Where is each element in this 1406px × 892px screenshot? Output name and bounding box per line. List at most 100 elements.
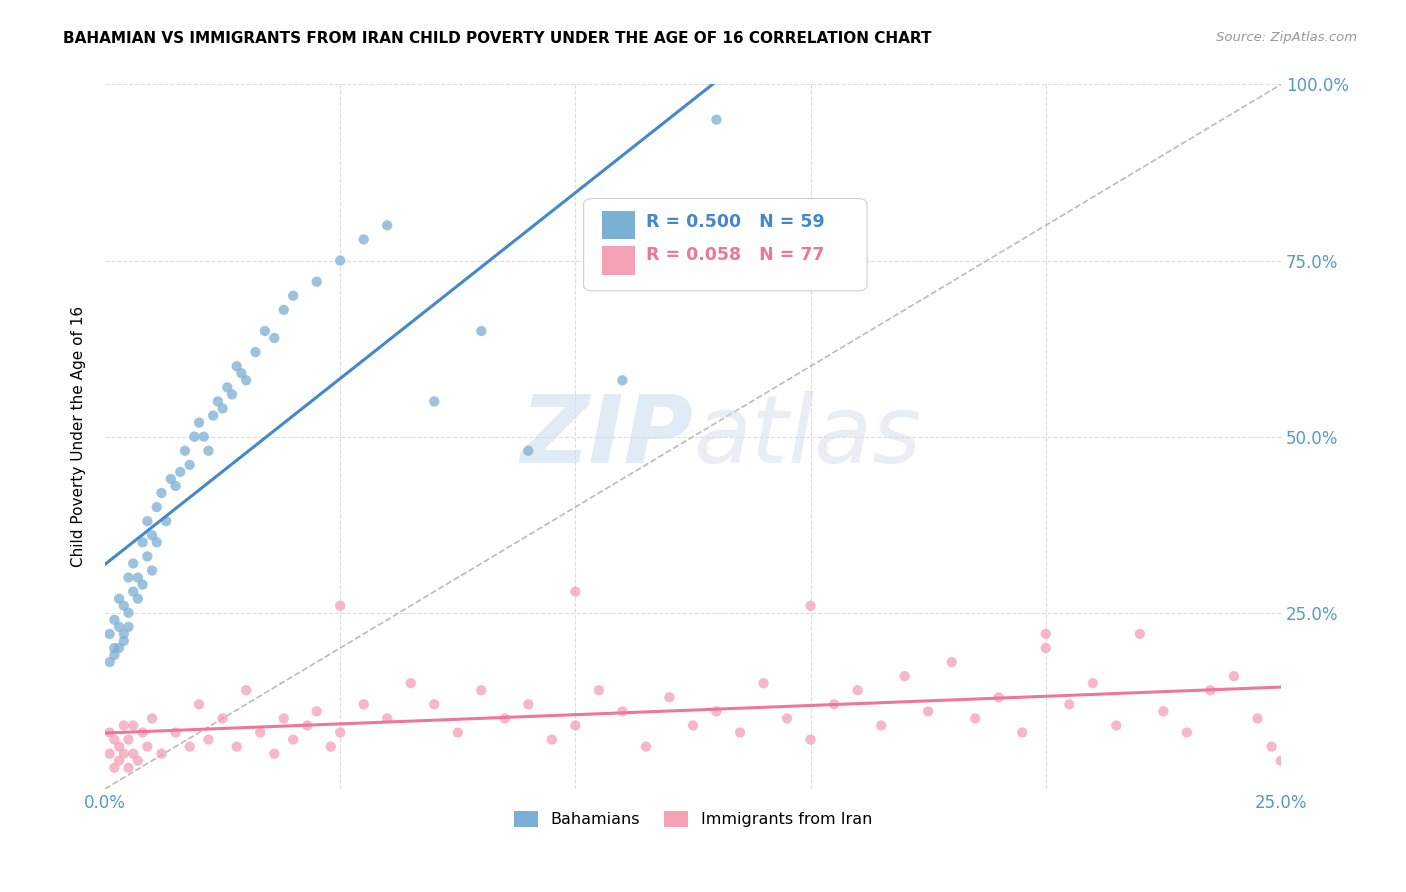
Point <box>235 683 257 698</box>
Point <box>612 705 634 719</box>
Point <box>150 486 173 500</box>
Point <box>150 747 173 761</box>
Point <box>136 739 159 754</box>
Point <box>917 705 939 719</box>
Point <box>941 655 963 669</box>
Point <box>517 698 540 712</box>
Point <box>470 683 492 698</box>
Point <box>131 725 153 739</box>
Point <box>682 718 704 732</box>
Point <box>188 416 211 430</box>
Point <box>752 676 775 690</box>
Point <box>136 549 159 564</box>
Point <box>98 627 121 641</box>
Point <box>375 711 398 725</box>
Text: ZIP: ZIP <box>520 391 693 483</box>
Point <box>122 747 145 761</box>
Point <box>141 711 163 725</box>
Point <box>423 394 446 409</box>
Point <box>136 514 159 528</box>
Point <box>145 535 167 549</box>
Point <box>800 599 823 613</box>
Point <box>225 359 247 374</box>
Point <box>1081 676 1104 690</box>
Point <box>108 739 131 754</box>
Point <box>375 219 398 233</box>
Text: Source: ZipAtlas.com: Source: ZipAtlas.com <box>1216 31 1357 45</box>
Bar <box>602 211 636 239</box>
Point <box>1035 627 1057 641</box>
Point <box>564 584 586 599</box>
Point <box>165 725 187 739</box>
Point <box>98 725 121 739</box>
Point <box>893 669 915 683</box>
Point <box>207 394 229 409</box>
Text: atlas: atlas <box>693 392 921 483</box>
Point <box>658 690 681 705</box>
Point <box>141 564 163 578</box>
Point <box>103 648 125 662</box>
Point <box>263 747 285 761</box>
Point <box>127 591 149 606</box>
Point <box>1129 627 1152 641</box>
Point <box>263 331 285 345</box>
Point <box>329 253 352 268</box>
Point <box>112 634 135 648</box>
Point <box>103 761 125 775</box>
Point <box>127 754 149 768</box>
Point <box>122 718 145 732</box>
Point <box>776 711 799 725</box>
Point <box>145 500 167 514</box>
Point <box>588 683 610 698</box>
Point <box>179 458 201 472</box>
Point <box>122 584 145 599</box>
Point <box>141 528 163 542</box>
Point <box>612 373 634 387</box>
Point <box>1199 683 1222 698</box>
Point <box>634 739 657 754</box>
Point <box>399 676 422 690</box>
Point <box>823 698 845 712</box>
Point <box>297 718 319 732</box>
Point <box>231 366 253 380</box>
Point <box>447 725 470 739</box>
Point <box>183 430 205 444</box>
Point <box>305 705 328 719</box>
Point <box>160 472 183 486</box>
Point <box>122 557 145 571</box>
Point <box>273 711 295 725</box>
Point <box>131 577 153 591</box>
Point <box>103 613 125 627</box>
Point <box>541 732 564 747</box>
Point <box>225 739 247 754</box>
Point <box>112 747 135 761</box>
Point <box>1246 711 1268 725</box>
Y-axis label: Child Poverty Under the Age of 16: Child Poverty Under the Age of 16 <box>72 306 86 567</box>
Point <box>127 570 149 584</box>
Point <box>245 345 267 359</box>
Point <box>112 627 135 641</box>
Point <box>1152 705 1174 719</box>
Point <box>329 725 352 739</box>
Point <box>1105 718 1128 732</box>
Point <box>165 479 187 493</box>
Point <box>1260 739 1282 754</box>
Text: BAHAMIAN VS IMMIGRANTS FROM IRAN CHILD POVERTY UNDER THE AGE OF 16 CORRELATION C: BAHAMIAN VS IMMIGRANTS FROM IRAN CHILD P… <box>63 31 932 46</box>
Point <box>108 754 131 768</box>
Point <box>1223 669 1246 683</box>
Point <box>423 698 446 712</box>
Point <box>1011 725 1033 739</box>
Point <box>108 640 131 655</box>
Point <box>108 620 131 634</box>
Point <box>273 302 295 317</box>
Text: R = 0.058   N = 77: R = 0.058 N = 77 <box>645 246 824 264</box>
Point <box>179 739 201 754</box>
Point <box>353 232 375 246</box>
Point <box>108 591 131 606</box>
Point <box>221 387 243 401</box>
Point <box>281 732 304 747</box>
Point <box>235 373 257 387</box>
Point <box>706 112 728 127</box>
Point <box>728 725 751 739</box>
Point <box>211 401 233 416</box>
